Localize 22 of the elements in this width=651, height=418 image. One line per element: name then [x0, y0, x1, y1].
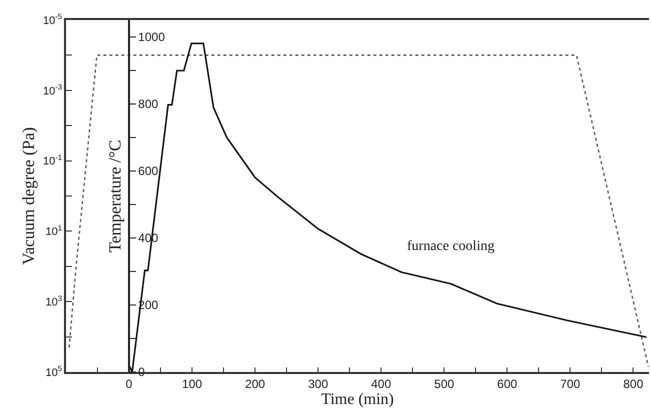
- x-axis-title: Time (min): [321, 391, 394, 408]
- y-tick-label: 10$^{-1}$: [42, 153, 62, 168]
- y-tick-label: 10$^{-3}$: [42, 82, 62, 98]
- y2-tick-label: 600: [138, 164, 159, 178]
- y-tick-label: 10$^{-5}$: [42, 12, 62, 27]
- y-tick-label: 10$^{1}$: [46, 223, 62, 238]
- x-tick-label: 300: [308, 377, 328, 392]
- y-tick-label: 10$^{5}$: [46, 364, 62, 379]
- y2-tick-label: 1000: [138, 30, 166, 44]
- annotation: furnace cooling: [407, 239, 494, 254]
- x-tick-label: 500: [434, 377, 454, 392]
- y-tick-label: 10$^{3}$: [46, 294, 62, 308]
- x-tick-label: 400: [371, 377, 392, 392]
- y-axis-title: Vacuum degree (Pa): [19, 127, 38, 265]
- y2-axis-title: Temperature /°C: [106, 140, 125, 253]
- y2-tick-label: 800: [138, 97, 159, 112]
- x-tick-label: 800: [623, 377, 644, 392]
- x-tick-label: 700: [560, 377, 581, 392]
- x-tick-label: 200: [245, 377, 266, 392]
- x-tick-label: 100: [182, 377, 202, 392]
- x-tick-label: 600: [497, 377, 518, 392]
- x-tick-label: 0: [126, 377, 133, 392]
